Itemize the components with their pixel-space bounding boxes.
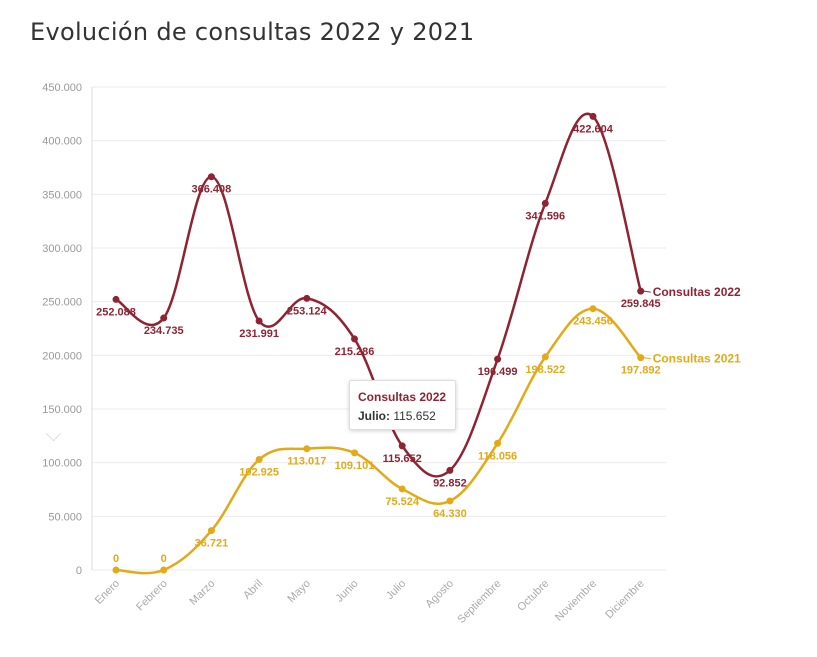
data-label: 102.925 [239,467,279,479]
x-tick-label: Octubre [515,578,551,614]
data-label: 234.735 [144,325,184,337]
data-label: 196.499 [478,366,518,378]
data-label: 341.596 [525,210,565,222]
data-point [112,566,120,574]
data-point [351,449,358,457]
data-label: 231.991 [239,328,279,340]
data-label: 215.286 [335,346,375,358]
x-tick-label: Marzo [187,578,217,608]
x-tick-label: Agosto [423,578,456,611]
x-tick-label: Mayo [285,578,313,606]
data-point [398,442,406,450]
data-point [303,294,311,302]
data-point [112,295,120,303]
x-tick-label: Julio [384,578,408,602]
tooltip-row: Julio: 115.652 [358,409,436,423]
x-tick-label: Febrero [134,578,170,614]
data-point [446,466,454,474]
data-point [160,566,168,574]
data-label: 197.892 [621,365,661,377]
data-label: 252.088 [96,306,136,318]
y-tick-label: 150.000 [42,404,82,416]
data-point [494,439,502,447]
data-point [589,305,597,313]
tooltip-value: 115.652 [393,409,436,423]
y-tick-label: 250.000 [42,297,82,309]
chart-title: Evolución de consultas 2022 y 2021 [30,18,475,46]
data-point [637,287,645,295]
series-label-connector [643,290,651,293]
data-point [541,199,549,207]
data-point [207,173,215,181]
data-label: 92.852 [433,477,467,489]
series-label-connector [643,357,651,360]
series-label: Consultas 2022 [653,285,741,299]
data-label: 243.456 [573,316,613,328]
data-label: 259.845 [621,298,661,310]
tooltip-series: Consultas 2022 [358,390,447,404]
tooltip-month: Julio: [358,409,390,423]
data-label: 113.017 [287,456,326,468]
data-label: 422.604 [573,123,614,135]
data-label: 366.408 [192,184,232,196]
data-point [494,355,502,363]
data-point [160,314,168,322]
y-tick-label: 50.000 [48,511,82,523]
data-label: 0 [161,553,167,565]
data-point [255,317,263,325]
data-point [541,353,549,361]
x-tick-label: Junio [334,578,361,605]
x-tick-label: Septiembre [455,578,503,626]
data-point [351,335,358,343]
x-tick-label: Enero [93,578,122,607]
data-point [446,497,454,505]
data-point [637,354,645,362]
data-label: 115.652 [383,453,422,465]
x-tick-label: Noviembre [553,578,599,624]
series-label: Consultas 2021 [653,352,741,366]
data-label: 109.101 [335,460,375,472]
series-line-2021 [115,307,642,575]
data-label: 198.522 [525,364,565,376]
y-tick-label: 0 [76,565,82,577]
x-tick-label: Diciembre [603,578,646,621]
y-tick-label: 400.000 [42,136,82,148]
x-tick-label: Abril [241,578,265,602]
y-tick-label: 300.000 [42,243,82,255]
tooltip: Consultas 2022 Julio: 115.652 [349,380,456,430]
data-label: 36.721 [195,538,229,550]
data-label: 75.524 [385,496,420,508]
data-label: 253.124 [287,305,328,317]
data-point [207,527,215,535]
data-label: 118.056 [478,450,517,462]
y-tick-label: 200.000 [42,350,82,362]
data-point [398,485,406,493]
data-label: 0 [113,553,119,565]
data-point [255,456,263,464]
y-tick-label: 450.000 [42,82,82,94]
data-point [589,112,597,120]
y-tick-label: 100.000 [42,458,82,470]
y-tick-label: 350.000 [42,189,82,201]
data-point [303,445,311,453]
data-label: 64.330 [433,508,467,520]
